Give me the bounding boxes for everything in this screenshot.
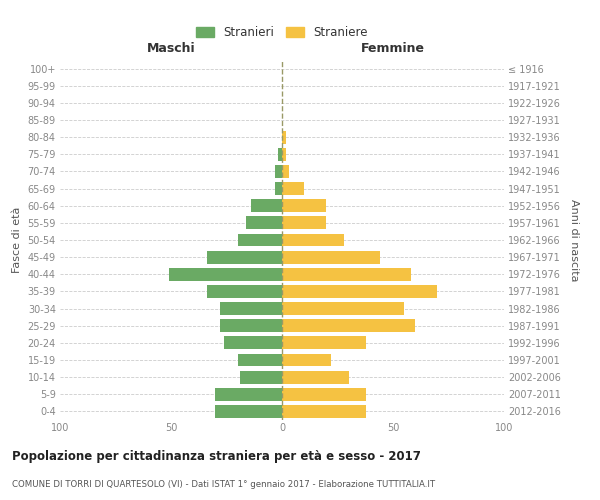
Bar [282, 320, 415, 332]
Bar [282, 354, 331, 366]
Bar [282, 182, 304, 195]
Bar [282, 336, 367, 349]
Bar [206, 250, 282, 264]
Text: Maschi: Maschi [146, 42, 196, 55]
Bar [169, 268, 282, 280]
Y-axis label: Fasce di età: Fasce di età [12, 207, 22, 273]
Bar [282, 165, 289, 178]
Bar [278, 148, 282, 160]
Bar [282, 302, 404, 315]
Bar [282, 250, 380, 264]
Bar [282, 130, 286, 143]
Bar [282, 405, 367, 418]
Bar [282, 200, 326, 212]
Bar [282, 148, 286, 160]
Bar [215, 405, 282, 418]
Bar [220, 320, 282, 332]
Bar [247, 216, 282, 230]
Bar [238, 234, 282, 246]
Bar [282, 268, 411, 280]
Bar [220, 302, 282, 315]
Bar [206, 285, 282, 298]
Bar [275, 182, 282, 195]
Text: Popolazione per cittadinanza straniera per età e sesso - 2017: Popolazione per cittadinanza straniera p… [12, 450, 421, 463]
Bar [251, 200, 282, 212]
Bar [282, 388, 367, 400]
Bar [238, 354, 282, 366]
Bar [224, 336, 282, 349]
Legend: Stranieri, Straniere: Stranieri, Straniere [193, 22, 371, 43]
Bar [282, 216, 326, 230]
Bar [282, 285, 437, 298]
Text: COMUNE DI TORRI DI QUARTESOLO (VI) - Dati ISTAT 1° gennaio 2017 - Elaborazione T: COMUNE DI TORRI DI QUARTESOLO (VI) - Dat… [12, 480, 435, 489]
Text: Femmine: Femmine [361, 42, 425, 55]
Y-axis label: Anni di nascita: Anni di nascita [569, 198, 580, 281]
Bar [275, 165, 282, 178]
Bar [282, 234, 344, 246]
Bar [282, 370, 349, 384]
Bar [215, 388, 282, 400]
Bar [240, 370, 282, 384]
